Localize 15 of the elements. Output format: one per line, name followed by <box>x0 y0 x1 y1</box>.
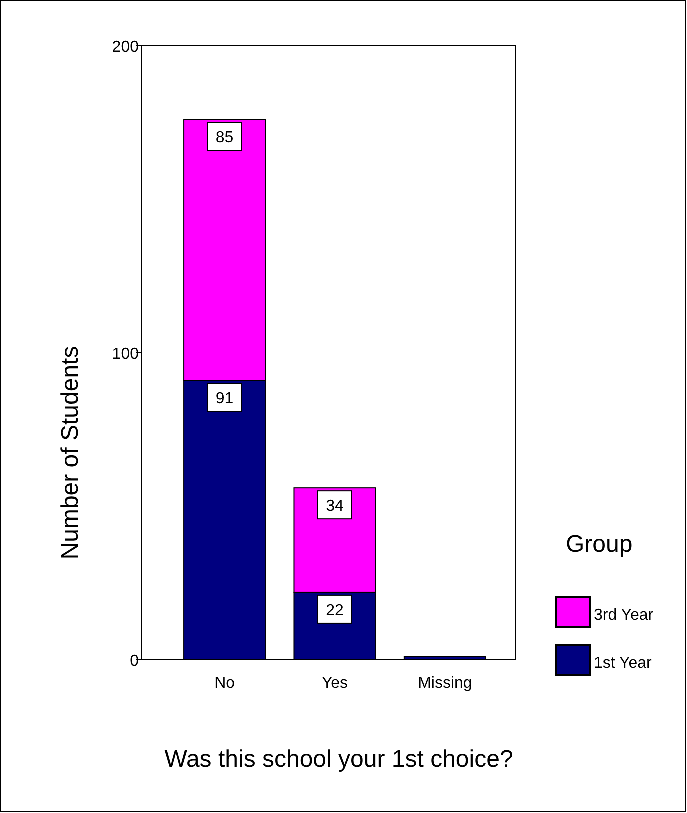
data-label: 22 <box>326 602 344 620</box>
x-tick-label: Missing <box>418 675 472 692</box>
y-tick-label: 0 <box>130 653 140 670</box>
legend-title: Group <box>566 531 633 558</box>
x-tick-label: No <box>214 675 236 692</box>
y-tick-label: 200 <box>112 39 140 56</box>
data-label: 34 <box>326 498 344 516</box>
data-label: 91 <box>216 390 234 408</box>
legend-label: 1st Year <box>594 655 652 672</box>
legend-label: 3rd Year <box>594 607 654 624</box>
x-tick-label: Yes <box>322 675 348 692</box>
y-tick-label: 100 <box>112 346 140 363</box>
y-axis-title: Number of Students <box>57 346 84 560</box>
data-label: 85 <box>216 130 234 147</box>
x-axis-title: Was this school your 1st choice? <box>164 746 514 773</box>
